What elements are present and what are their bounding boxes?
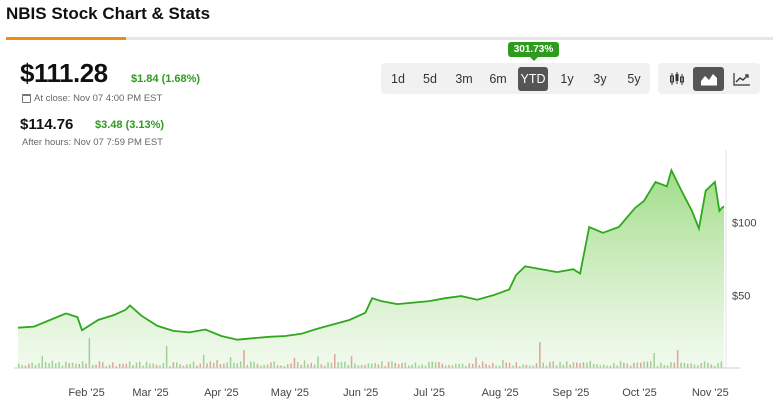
x-tick-label: Nov '25	[692, 387, 729, 399]
calendar-icon	[22, 94, 31, 103]
range-6m-button[interactable]: 6m	[489, 72, 507, 86]
range-ytd-button[interactable]: YTD	[518, 67, 548, 91]
range-3m-button[interactable]: 3m	[455, 72, 473, 86]
x-tick-label: Jul '25	[414, 387, 445, 399]
area-chart-icon[interactable]	[693, 67, 724, 91]
x-tick-label: Feb '25	[68, 387, 104, 399]
ytd-return-tooltip: 301.73%	[508, 42, 559, 61]
range-selector: 1d 5d 3m 6m YTD 1y 3y 5y	[381, 63, 650, 94]
after-hours-time: After hours: Nov 07 7:59 PM EST	[22, 137, 163, 148]
x-tick-label: Aug '25	[482, 387, 519, 399]
after-hours-price: $114.76	[20, 116, 74, 133]
range-5y-button[interactable]: 5y	[627, 72, 641, 86]
price-chart[interactable]: $50 $100 Feb '25 Mar '25 Apr '25 May '25 Jun …	[0, 150, 773, 404]
price-chart-svg: $50 $100 Feb '25 Mar '25 Apr '25 May '25 Jun …	[14, 150, 756, 399]
tab-underline-track	[6, 37, 773, 40]
x-tick-label: May '25	[271, 387, 309, 399]
active-tab-indicator	[6, 37, 126, 40]
x-tick-label: Jun '25	[343, 387, 378, 399]
candlestick-icon[interactable]	[661, 67, 692, 91]
close-time: At close: Nov 07 4:00 PM EST	[34, 93, 163, 104]
y-tick-label: $50	[732, 290, 750, 302]
x-tick-label: Oct '25	[622, 387, 657, 399]
price-line	[17, 167, 725, 341]
x-tick-label: Mar '25	[132, 387, 168, 399]
line-chart-icon[interactable]	[726, 67, 757, 91]
range-3y-button[interactable]: 3y	[593, 72, 607, 86]
x-tick-label: Sep '25	[552, 387, 589, 399]
page-title: NBIS Stock Chart & Stats	[6, 4, 211, 23]
x-tick-label: Apr '25	[204, 387, 239, 399]
y-tick-label: $100	[732, 218, 756, 230]
close-time-line: At close: Nov 07 4:00 PM EST	[22, 93, 162, 104]
after-hours-change: $3.48 (3.13%)	[95, 119, 165, 131]
range-1y-button[interactable]: 1y	[560, 72, 574, 86]
current-price: $111.28	[20, 58, 108, 88]
price-area	[18, 170, 724, 368]
range-1d-button[interactable]: 1d	[391, 72, 405, 86]
price-change: $1.84 (1.68%)	[131, 73, 201, 85]
chart-type-selector	[658, 63, 760, 94]
range-5d-button[interactable]: 5d	[423, 72, 437, 86]
